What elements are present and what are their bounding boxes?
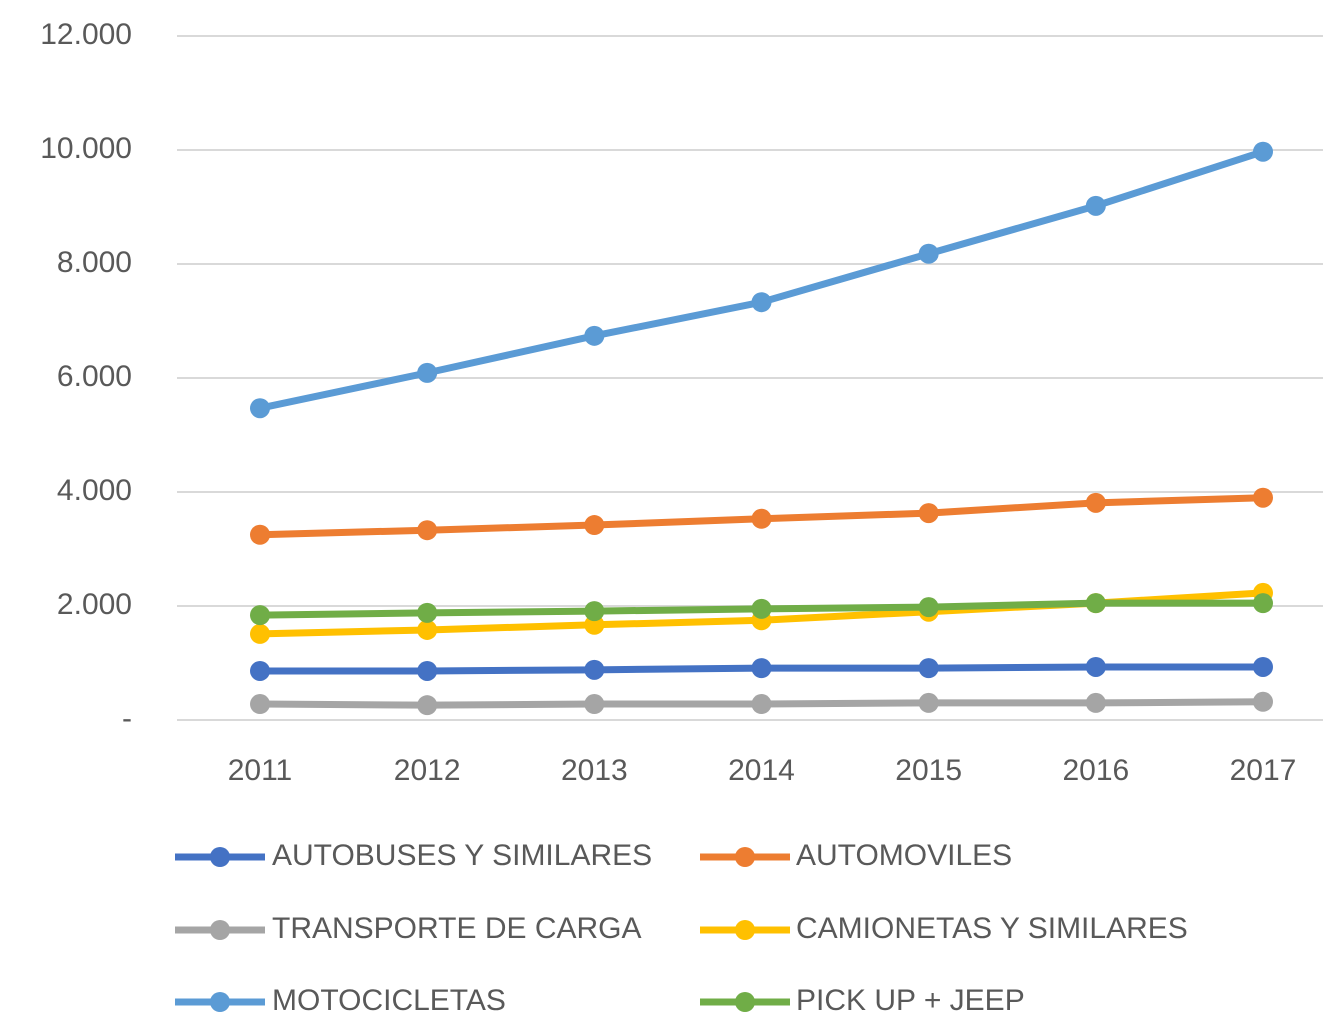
legend-label: PICK UP + JEEP [796, 984, 1025, 1017]
point [584, 515, 605, 536]
x-tick-label: 2014 [728, 754, 795, 787]
x-tick-label: 2011 [228, 754, 293, 787]
point [584, 659, 605, 680]
point [250, 694, 270, 715]
y-tick-label: 12.000 [40, 18, 132, 51]
point [250, 398, 270, 419]
point [918, 597, 939, 618]
legend-label: TRANSPORTE DE CARGA [272, 912, 642, 945]
point [584, 325, 605, 346]
point [417, 520, 438, 541]
series-line [259, 148, 1265, 412]
legend-marker [210, 847, 230, 867]
legend-label: AUTOBUSES Y SIMILARES [272, 839, 652, 872]
point [584, 694, 605, 715]
point [1253, 691, 1273, 712]
x-tick-label: 2017 [1230, 754, 1297, 787]
point [751, 658, 772, 679]
point [417, 660, 438, 681]
point [417, 695, 438, 716]
point [417, 619, 438, 640]
legend-marker [210, 920, 230, 940]
point [918, 503, 939, 524]
legend-marker [735, 992, 755, 1012]
x-tick-label: 2012 [394, 754, 461, 787]
point [751, 292, 772, 313]
legend-marker [210, 992, 230, 1012]
point [751, 598, 772, 619]
point [1253, 487, 1273, 508]
y-tick-label: 4.000 [57, 474, 132, 507]
point [250, 524, 270, 545]
point [751, 694, 772, 715]
point [1253, 593, 1273, 614]
point [1085, 656, 1106, 677]
point [918, 243, 939, 264]
point [417, 602, 438, 623]
point [584, 601, 605, 622]
x-tick-label: 2016 [1062, 754, 1129, 787]
point [250, 623, 270, 644]
x-tick-label: 2015 [895, 754, 962, 787]
point [1085, 593, 1106, 614]
legend-label: CAMIONETAS Y SIMILARES [796, 912, 1188, 945]
point [918, 692, 939, 713]
point [1085, 692, 1106, 713]
legend-marker [735, 920, 755, 940]
point [918, 658, 939, 679]
point [1085, 195, 1106, 216]
point [751, 508, 772, 529]
legend-label: MOTOCICLETAS [272, 984, 506, 1017]
point [250, 660, 270, 681]
point [584, 614, 605, 635]
y-tick-label: 6.000 [57, 360, 132, 393]
x-tick-label: 2013 [561, 754, 628, 787]
y-tick-label: 2.000 [57, 588, 132, 621]
legend-label: AUTOMOVILES [796, 839, 1012, 872]
y-tick-label: - [122, 702, 132, 735]
point [1253, 141, 1273, 162]
legend-marker [735, 847, 755, 867]
y-tick-label: 10.000 [40, 132, 132, 165]
point [417, 362, 438, 383]
point [250, 605, 270, 626]
point [1085, 492, 1106, 513]
point [1253, 656, 1273, 677]
y-tick-label: 8.000 [57, 246, 132, 279]
